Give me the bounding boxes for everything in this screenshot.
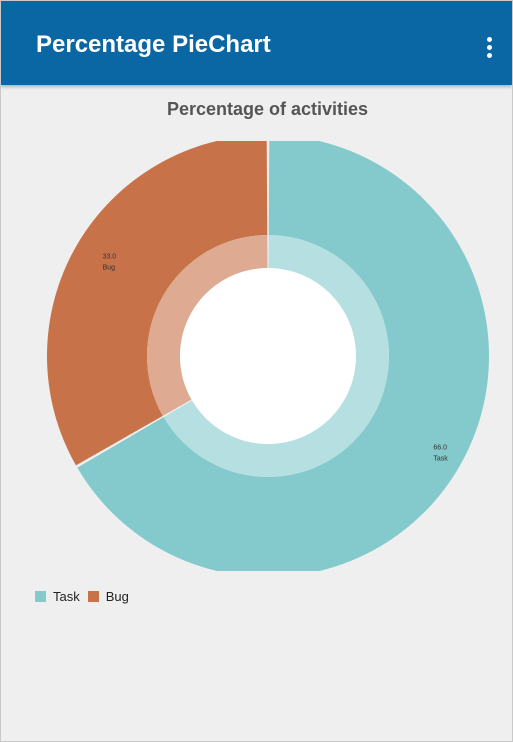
- legend-label: Bug: [105, 589, 129, 604]
- donut-hole: [180, 268, 356, 444]
- data-label-value: 33.0: [103, 254, 117, 261]
- slice-task[interactable]: [77, 141, 489, 571]
- legend-label: Task: [53, 589, 80, 604]
- app-bar: Percentage PieChart: [1, 1, 512, 85]
- more-vert-icon[interactable]: [471, 29, 511, 69]
- pie-chart: 66.0 Task 33.0 Bug: [47, 141, 489, 571]
- legend-item-task[interactable]: Task: [35, 589, 80, 604]
- chart-legend: Task Bug: [35, 589, 137, 604]
- legend-swatch: [87, 591, 99, 602]
- slice-bug-inner-ring: [146, 235, 268, 416]
- legend-item-bug[interactable]: Bug: [87, 589, 129, 604]
- slice-bug[interactable]: [47, 141, 268, 466]
- app-bar-title: Percentage PieChart: [36, 31, 271, 58]
- data-label-category: Bug: [103, 265, 116, 272]
- menu-dot: [487, 45, 492, 50]
- chart-title: Percentage of activities: [166, 99, 369, 119]
- data-label-category: Task: [433, 456, 448, 463]
- menu-dot: [487, 37, 492, 42]
- legend-swatch: [35, 591, 46, 602]
- slice-task-inner-ring: [163, 235, 389, 477]
- menu-dot: [487, 53, 492, 58]
- data-label-value: 66.0: [433, 445, 447, 452]
